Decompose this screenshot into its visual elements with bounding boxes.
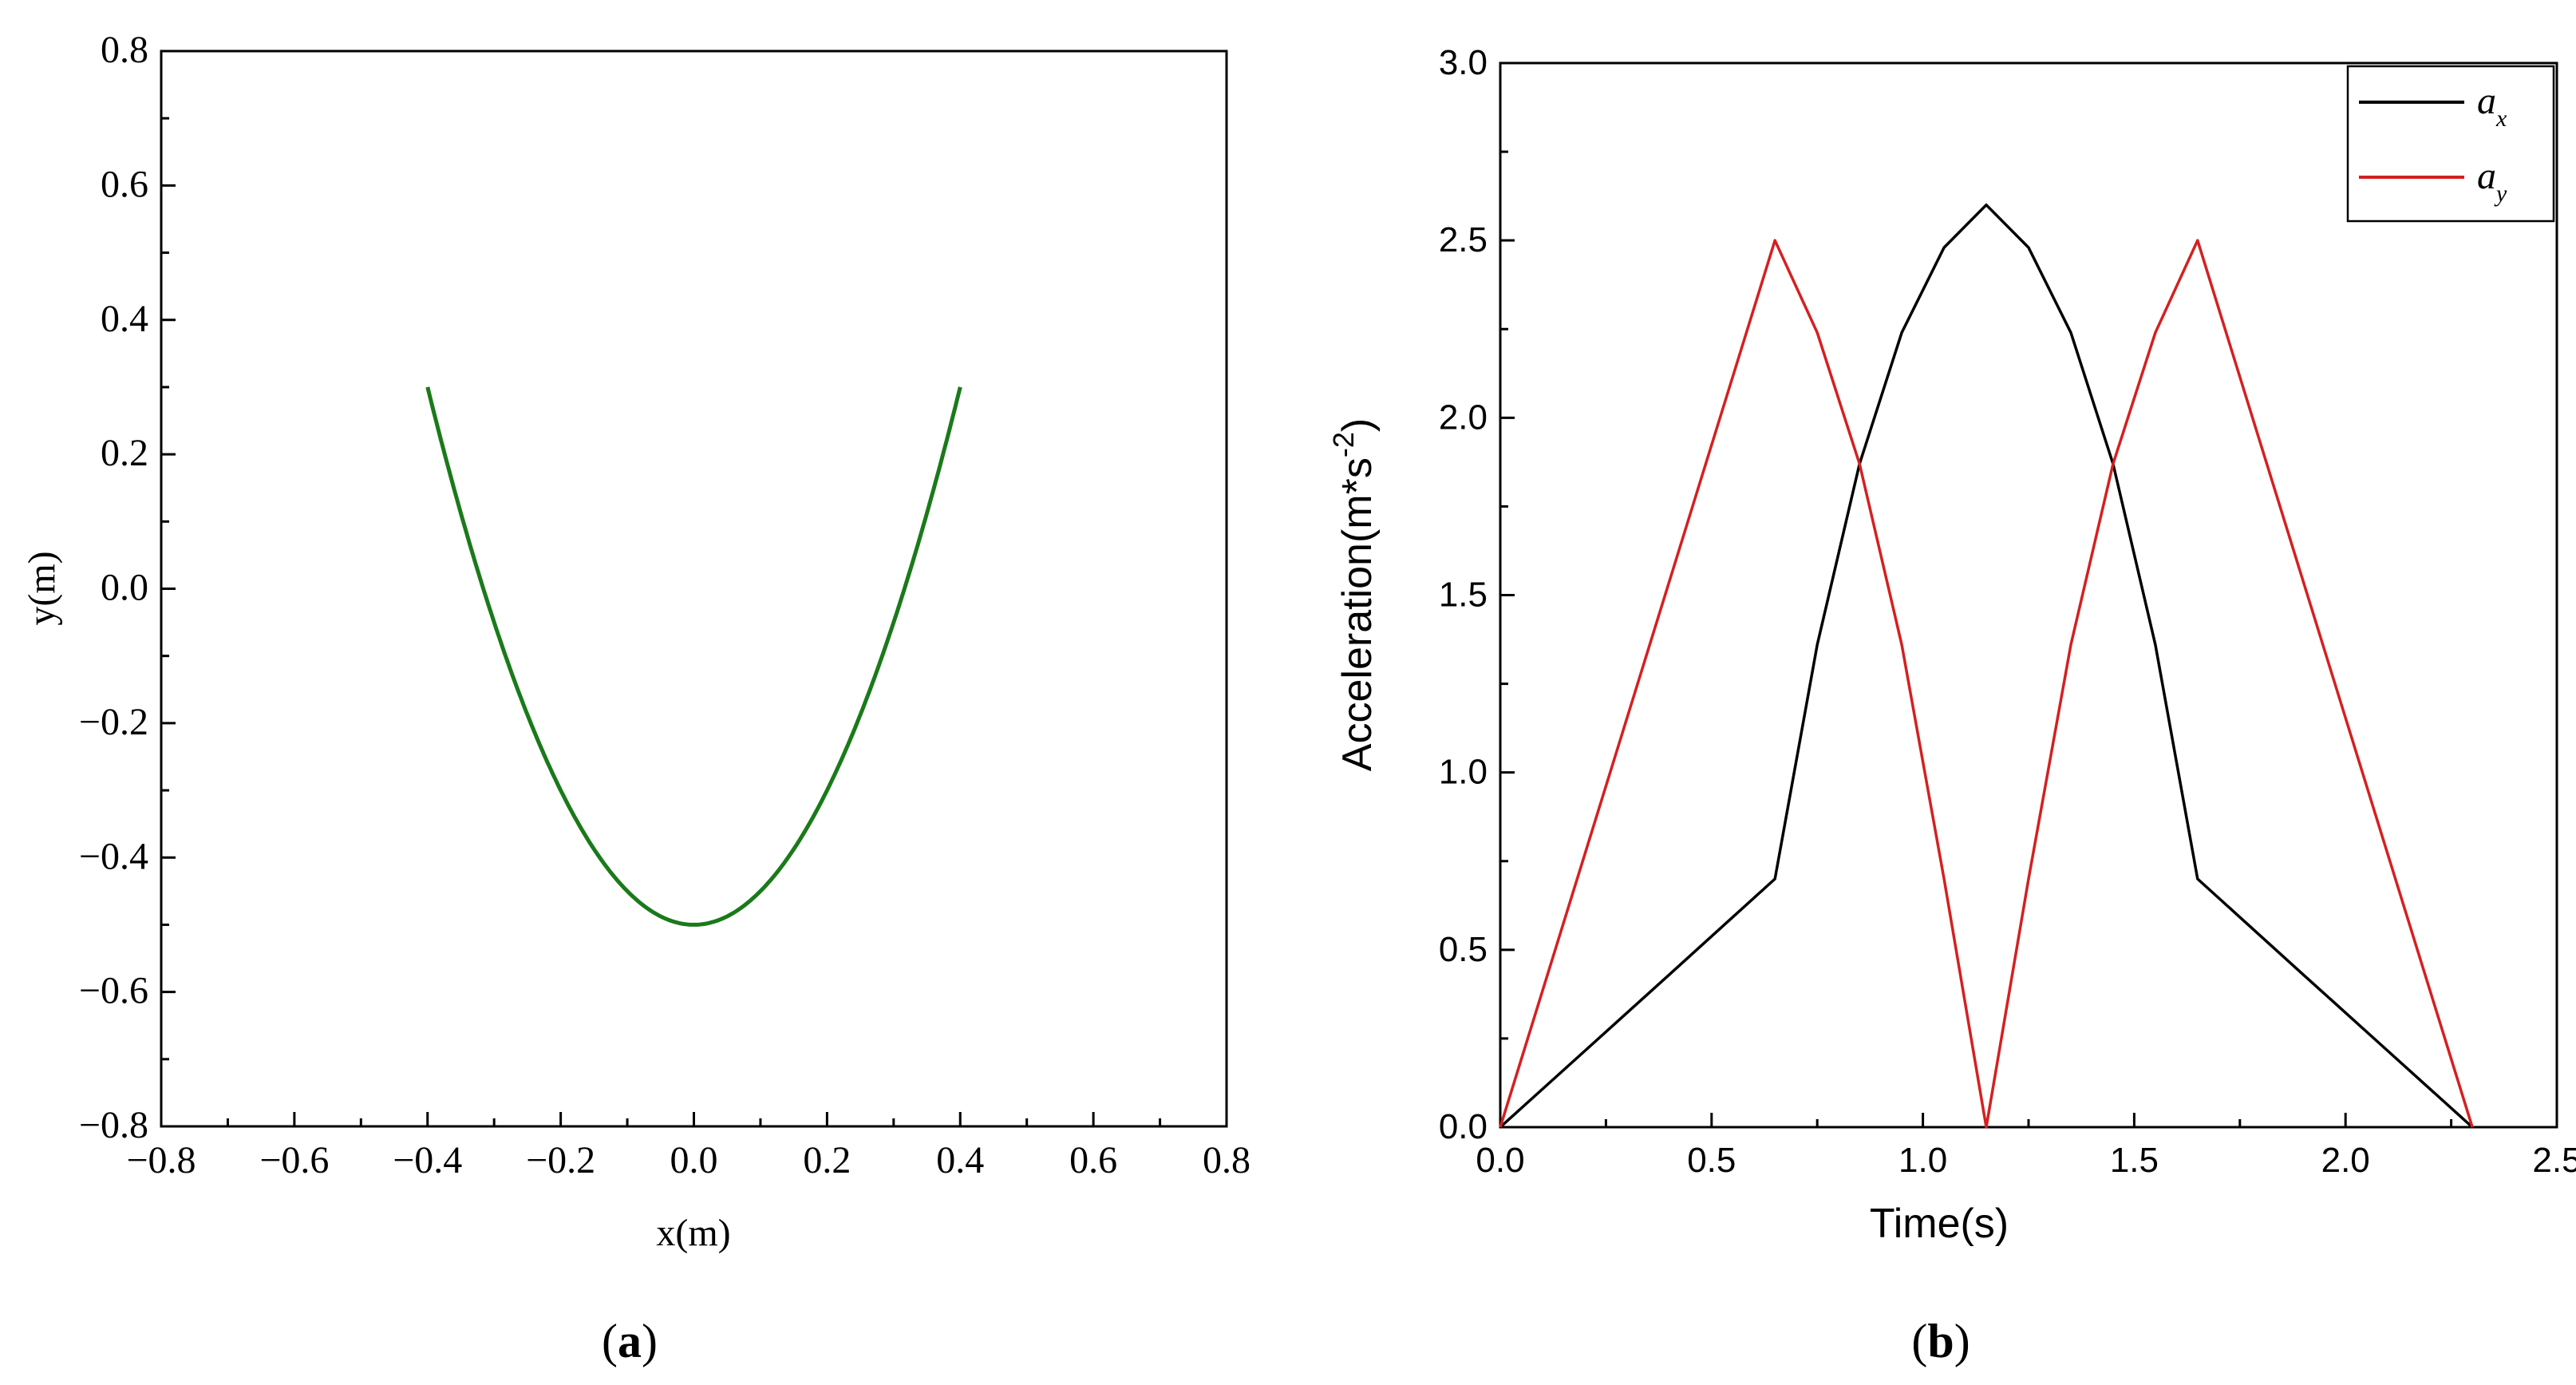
chart-b-legend-label-ax: ax — [2477, 80, 2507, 132]
chart-b-x-axis-label: Time(s) — [1870, 1201, 2009, 1247]
chart-a-panel-close-paren: ) — [642, 1315, 658, 1367]
chart-a-x-ticks: −0.8 −0.6 −0.4 −0.2 0.0 0.2 0.4 0.6 0.8 — [126, 1112, 1250, 1181]
chart-b-y-tick-label: 2.5 — [1439, 220, 1488, 259]
chart-b-panel-letter: b — [1927, 1315, 1954, 1367]
chart-a-x-tick-label: −0.6 — [259, 1139, 329, 1181]
chart-b-x-tick-label: 1.5 — [2110, 1141, 2159, 1180]
chart-b-panel-open-paren: ( — [1911, 1315, 1927, 1367]
chart-b-series-line-a-y — [1499, 239, 2474, 1129]
chart-b: 0.0 0.5 1.0 1.5 2.0 2.5 3.0 0.0 0.5 1.0 1.5 2.0 2.5… — [1327, 43, 2576, 1367]
chart-b-x-tick-label: 0.0 — [1476, 1141, 1524, 1180]
chart-b-panel-close-paren: ) — [1954, 1315, 1970, 1367]
chart-b-legend: ax ay — [2346, 65, 2555, 223]
chart-a-series-line-trajectory — [425, 386, 962, 927]
chart-a-x-tick-label: −0.8 — [126, 1139, 196, 1181]
chart-b-y-tick-label: 1.0 — [1439, 753, 1488, 792]
chart-b-y-axis-label-sup: -2 — [1327, 432, 1360, 457]
chart-b-legend-label-ay: ay — [2477, 155, 2507, 207]
chart-b-legend-label-ax-base: a — [2477, 80, 2496, 122]
chart-a-y-tick-label: 0.2 — [101, 432, 148, 474]
chart-a-y-tick-label: −0.8 — [79, 1104, 148, 1146]
chart-a-x-tick-label: 0.0 — [670, 1139, 718, 1181]
chart-b-x-tick-label: 2.5 — [2532, 1141, 2576, 1180]
chart-b-legend-box — [2346, 65, 2555, 223]
chart-a-y-tick-label: 0.6 — [101, 163, 148, 205]
chart-a-x-tick-label: 0.2 — [803, 1139, 851, 1181]
chart-a-y-tick-label: −0.6 — [79, 970, 148, 1012]
chart-b-y-axis-label-main: Acceleration(m*s — [1334, 457, 1381, 771]
chart-a-y-ticks: −0.8 −0.6 −0.4 −0.2 0.0 0.2 0.4 0.6 0.8 — [79, 29, 176, 1146]
chart-b-series-line-a-x — [1499, 203, 2474, 1129]
chart-b-x-tick-label: 1.0 — [1898, 1141, 1947, 1180]
chart-b-y-ticks: 0.0 0.5 1.0 1.5 2.0 2.5 3.0 — [1439, 43, 1515, 1146]
chart-b-y-tick-label: 2.0 — [1439, 398, 1488, 437]
chart-b-legend-label-ax-sub: x — [2495, 105, 2507, 132]
chart-b-panel-label: (b) — [1911, 1315, 1970, 1367]
chart-a-y-tick-label: 0.0 — [101, 567, 148, 609]
chart-a-y-axis-label: y(m) — [21, 551, 63, 625]
chart-b-y-tick-label: 0.5 — [1439, 930, 1488, 969]
chart-a-y-tick-label: 0.4 — [101, 298, 148, 340]
chart-a-x-tick-label: −0.4 — [393, 1139, 462, 1181]
chart-a-panel-label: (a) — [602, 1315, 658, 1367]
chart-a-x-tick-label: −0.2 — [526, 1139, 595, 1181]
chart-b-x-tick-label: 2.0 — [2321, 1141, 2370, 1180]
chart-b-x-tick-label: 0.5 — [1687, 1141, 1736, 1180]
chart-a-x-tick-label: 0.4 — [936, 1139, 984, 1181]
chart-b-y-axis-label-close: ) — [1334, 418, 1381, 432]
chart-a-x-axis-label: x(m) — [656, 1212, 730, 1254]
chart-a-panel-open-paren: ( — [602, 1315, 618, 1367]
chart-b-y-axis-label: Acceleration(m*s-2) — [1327, 418, 1381, 771]
chart-b-y-tick-label: 0.0 — [1439, 1107, 1488, 1146]
chart-a-panel-letter: a — [618, 1315, 642, 1367]
chart-a: −0.8 −0.6 −0.4 −0.2 0.0 0.2 0.4 0.6 0.8 −0.8 −0.6… — [21, 29, 1250, 1367]
chart-a-y-tick-label: 0.8 — [101, 29, 148, 71]
chart-b-legend-label-ay-base: a — [2477, 155, 2496, 197]
chart-b-legend-label-ay-sub: y — [2494, 180, 2507, 207]
chart-a-series — [425, 386, 962, 927]
chart-b-y-tick-label: 3.0 — [1439, 43, 1488, 82]
chart-a-y-tick-label: −0.2 — [79, 701, 148, 743]
chart-a-y-tick-label: −0.4 — [79, 835, 148, 877]
chart-a-x-tick-label: 0.8 — [1203, 1139, 1250, 1181]
chart-b-series — [1499, 203, 2474, 1129]
chart-a-x-tick-label: 0.6 — [1069, 1139, 1117, 1181]
chart-b-y-tick-label: 1.5 — [1439, 576, 1488, 615]
chart-b-x-ticks: 0.0 0.5 1.0 1.5 2.0 2.5 — [1476, 1113, 2576, 1180]
